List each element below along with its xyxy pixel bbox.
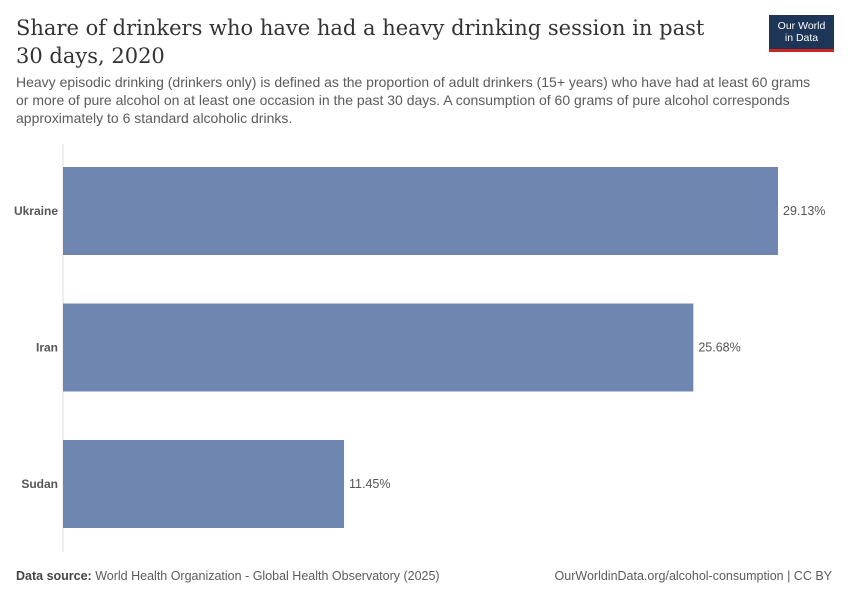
bar-chart: Ukraine 29.13% Iran 25.68% Sudan 11.45% — [14, 144, 825, 552]
chart-title: Share of drinkers who have had a heavy d… — [16, 16, 705, 68]
chart-subtitle: Heavy episodic drinking (drinkers only) … — [16, 74, 811, 126]
source-url[interactable]: OurWorldinData.org/alcohol-consumption |… — [554, 569, 832, 583]
owid-logo[interactable]: Our World in Data — [769, 15, 834, 52]
value-label: 11.45% — [349, 477, 390, 491]
value-label: 25.68% — [698, 341, 740, 355]
bar-sudan[interactable] — [63, 440, 345, 528]
category-label: Sudan — [21, 477, 58, 491]
logo-line-2: in Data — [784, 32, 819, 44]
logo-line-1: Our World — [777, 20, 826, 32]
bar-ukraine[interactable] — [63, 167, 778, 255]
data-source: Data source: World Health Organization -… — [16, 569, 440, 583]
value-label: 29.13% — [783, 204, 825, 218]
bar-iran[interactable] — [63, 303, 694, 392]
data-source-text: World Health Organization - Global Healt… — [95, 569, 440, 583]
category-label: Ukraine — [14, 204, 58, 218]
category-label: Iran — [36, 341, 58, 355]
data-source-label: Data source: — [16, 569, 92, 583]
